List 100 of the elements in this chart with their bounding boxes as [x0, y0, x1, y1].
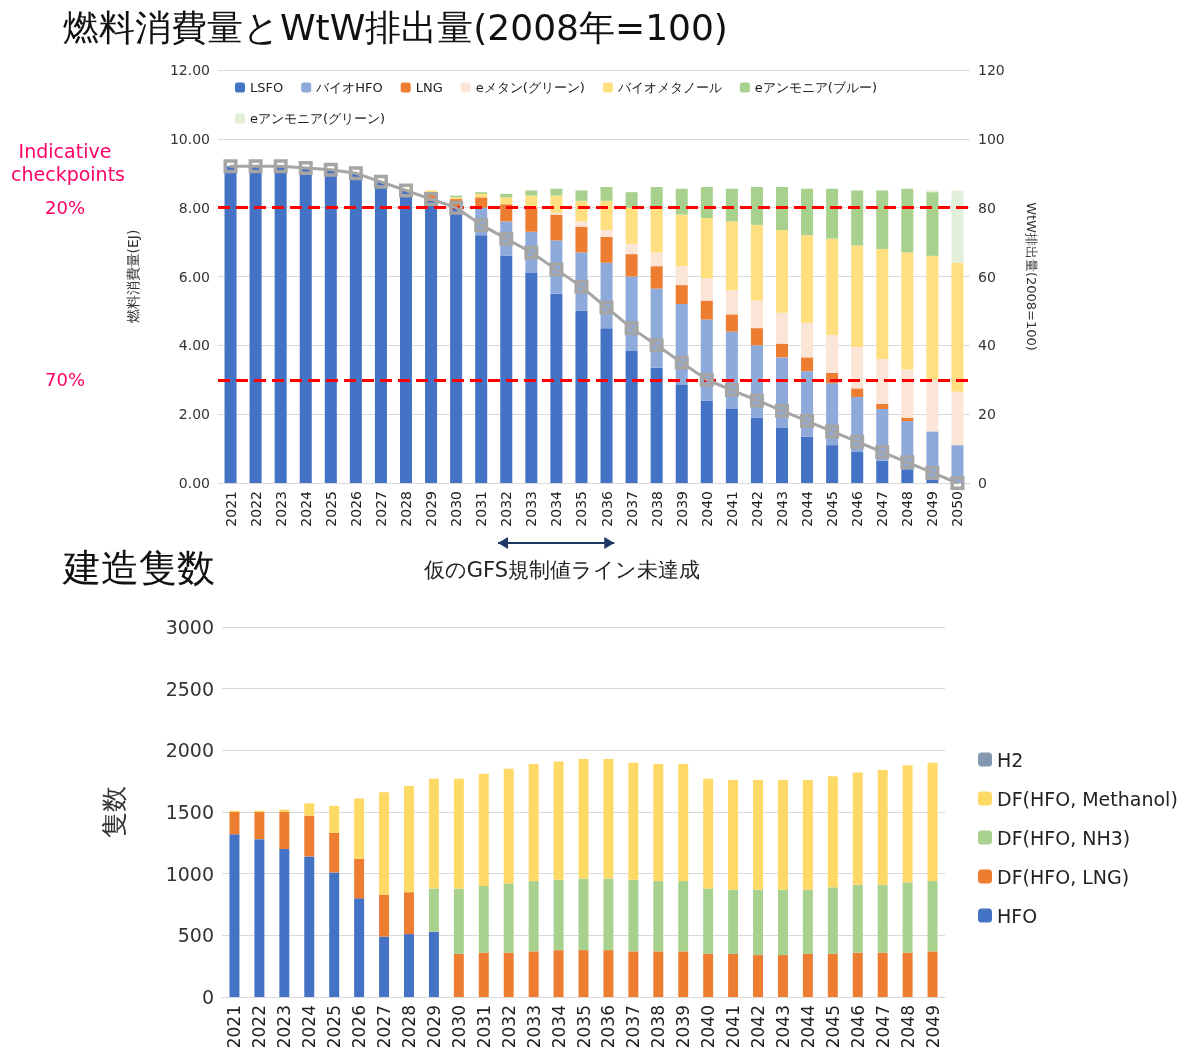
x-tick-label: 2040 — [698, 491, 715, 527]
x-tick-label: 2038 — [648, 1005, 669, 1049]
x-tick-label: 2050 — [949, 491, 966, 527]
y-tick-label: 2500 — [165, 677, 214, 700]
x-tick-label: 2027 — [372, 491, 389, 527]
x-tick-label: 2025 — [322, 491, 339, 527]
x-tick-label: 2048 — [899, 491, 916, 527]
x-tick-label: 2039 — [673, 1005, 694, 1049]
legend-label: LSFO — [250, 80, 284, 95]
x-tick-label: 2036 — [598, 1005, 619, 1049]
legend-label: H2 — [997, 748, 1024, 771]
y2-tick-label: 0 — [978, 475, 987, 491]
y-tick-label: 1500 — [165, 801, 214, 823]
x-tick-label: 2041 — [723, 1005, 744, 1049]
x-tick-label: 2035 — [573, 1005, 594, 1049]
x-tick-label: 2028 — [398, 491, 414, 527]
x-tick-label: 2037 — [623, 1005, 644, 1049]
text: 仮のGFS規制値ライン未達成 — [422, 558, 701, 582]
legend-label: HFO — [997, 904, 1038, 927]
x-tick-label: 2042 — [748, 491, 765, 527]
x-tick-label: 2031 — [473, 491, 490, 527]
x-tick-label: 2046 — [847, 1005, 868, 1049]
legend-label: DF(HFO, Methanol) — [997, 787, 1178, 810]
y-tick-label: 1000 — [165, 862, 214, 885]
x-tick-label: 2047 — [872, 1005, 893, 1049]
x-tick-label: 2034 — [548, 490, 565, 527]
y-tick-label: 12.00 — [169, 62, 210, 78]
x-tick-label: 2026 — [347, 490, 364, 527]
y-tick-label: 2000 — [165, 739, 214, 762]
x-tick-label: 2036 — [598, 490, 615, 527]
x-tick-label: 2033 — [523, 491, 540, 527]
x-tick-label: 2022 — [249, 1005, 270, 1049]
x-tick-label: 2040 — [698, 1005, 719, 1049]
x-tick-label: 2038 — [648, 491, 665, 527]
legend-label: LNG — [415, 80, 443, 95]
x-tick-label: 2022 — [247, 491, 264, 527]
legend-label: バイオHFO — [315, 80, 383, 95]
x-tick-label: 2030 — [448, 1005, 469, 1049]
y2-tick-label: 60 — [978, 268, 996, 285]
x-tick-label: 2026 — [349, 1005, 370, 1049]
y-tick-label: 500 — [177, 924, 214, 947]
x-tick-label: 2041 — [723, 491, 740, 527]
x-tick-label: 2049 — [924, 491, 941, 527]
x-tick-label: 2047 — [874, 491, 891, 527]
x-tick-label: 2031 — [473, 1005, 494, 1049]
y-tick-label: 8.00 — [178, 199, 210, 216]
x-tick-label: 2028 — [398, 1005, 419, 1049]
y2-tick-label: 80 — [978, 199, 996, 216]
chart-title: 建造隻数 — [62, 546, 215, 590]
y-tick-label: 6.00 — [178, 268, 210, 285]
x-tick-label: 2049 — [922, 1005, 943, 1049]
y-axis-title: 隻数 — [99, 786, 129, 838]
legend-label: バイオメタノール — [616, 80, 722, 95]
x-tick-label: 2044 — [799, 490, 816, 527]
x-tick-label: 2032 — [498, 1005, 519, 1049]
x-tick-label: 2033 — [523, 1005, 544, 1049]
x-tick-label: 2045 — [824, 491, 841, 527]
y2-axis-title: WtW排出量(2008=100) — [1024, 202, 1039, 351]
legend-label: eアンモニア(グリーン) — [250, 111, 386, 126]
x-tick-label: 2021 — [224, 1005, 245, 1049]
x-tick-label: 2024 — [297, 490, 314, 527]
chart-title: 燃料消費量とWtW排出量(2008年=100) — [63, 6, 728, 48]
y-tick-label: 0.00 — [178, 475, 210, 491]
y-tick-label: 0 — [201, 986, 214, 1008]
text: Indicative checkpoints — [11, 139, 125, 185]
y-axis-title: 燃料消費量(EJ) — [125, 229, 141, 324]
x-tick-label: 2032 — [498, 491, 515, 527]
x-tick-label: 2045 — [822, 1005, 843, 1049]
x-tick-label: 2034 — [548, 1005, 569, 1049]
x-tick-label: 2023 — [274, 1005, 295, 1049]
y-tick-label: 4.00 — [178, 337, 210, 354]
y2-tick-label: 120 — [978, 62, 1005, 78]
x-tick-label: 2021 — [222, 491, 239, 527]
legend-label: DF(HFO, NH3) — [997, 826, 1131, 849]
x-tick-label: 2027 — [374, 1005, 395, 1049]
x-tick-label: 2023 — [272, 491, 289, 527]
x-tick-label: 2046 — [849, 490, 866, 527]
x-tick-label: 2043 — [772, 1005, 793, 1049]
y-tick-label: 2.00 — [178, 406, 210, 423]
x-tick-label: 2024 — [299, 1005, 320, 1049]
x-tick-label: 2030 — [448, 491, 465, 527]
text: 20% — [44, 197, 86, 219]
x-tick-label: 2029 — [423, 1005, 444, 1049]
x-tick-label: 2035 — [573, 491, 590, 527]
x-tick-label: 2044 — [797, 1005, 818, 1049]
text: 70% — [44, 369, 86, 391]
x-tick-label: 2042 — [748, 1005, 769, 1049]
y2-tick-label: 40 — [978, 337, 996, 354]
x-tick-label: 2029 — [423, 491, 440, 527]
x-tick-label: 2039 — [673, 491, 690, 527]
y-tick-label: 3000 — [165, 616, 214, 638]
x-tick-label: 2048 — [897, 1005, 918, 1049]
x-tick-label: 2025 — [324, 1005, 345, 1049]
legend-label: eメタン(グリーン) — [475, 80, 585, 95]
legend-label: eアンモニア(ブルー) — [754, 80, 878, 95]
y2-tick-label: 20 — [978, 406, 996, 423]
x-tick-label: 2037 — [623, 491, 640, 527]
legend-label: DF(HFO, LNG) — [997, 865, 1130, 888]
y2-tick-label: 100 — [978, 130, 1005, 147]
y-tick-label: 10.00 — [169, 130, 210, 147]
